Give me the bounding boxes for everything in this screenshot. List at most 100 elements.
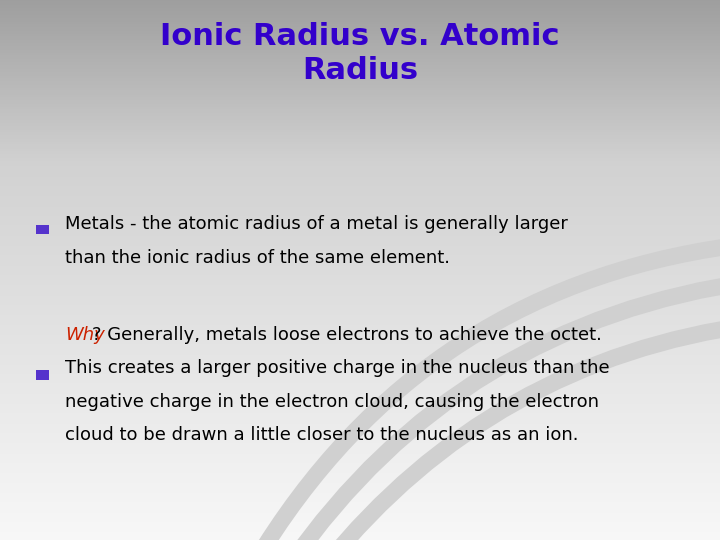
Bar xyxy=(0,85,720,86)
Bar xyxy=(0,131,720,132)
Bar xyxy=(0,298,720,300)
Bar xyxy=(0,415,720,416)
Bar xyxy=(0,395,720,397)
Bar xyxy=(0,467,720,469)
Bar xyxy=(0,173,720,174)
Bar xyxy=(0,71,720,73)
Bar xyxy=(0,339,720,340)
Bar xyxy=(0,446,720,447)
Bar xyxy=(0,205,720,206)
Bar xyxy=(0,224,720,226)
Bar xyxy=(0,134,720,135)
Bar xyxy=(0,256,720,258)
Bar xyxy=(0,313,720,314)
Bar xyxy=(0,404,720,405)
Bar xyxy=(0,516,720,517)
Bar xyxy=(0,249,720,251)
Bar xyxy=(0,505,720,507)
Bar xyxy=(0,76,720,77)
Bar xyxy=(0,258,720,259)
Bar xyxy=(0,320,720,321)
Bar xyxy=(0,40,720,42)
Bar xyxy=(0,440,720,442)
Bar xyxy=(0,17,720,19)
Bar xyxy=(0,167,720,168)
Bar xyxy=(0,36,720,38)
Bar xyxy=(0,197,720,198)
Bar xyxy=(0,303,720,305)
Bar xyxy=(0,266,720,267)
Bar xyxy=(0,373,720,374)
Bar xyxy=(0,314,720,316)
Bar xyxy=(0,301,720,302)
Bar xyxy=(0,186,720,187)
Bar xyxy=(0,151,720,152)
Bar xyxy=(0,152,720,154)
Bar xyxy=(0,130,720,131)
Bar xyxy=(0,372,720,373)
Bar xyxy=(0,201,720,202)
Bar xyxy=(0,325,720,327)
Bar xyxy=(0,233,720,235)
Bar xyxy=(0,172,720,173)
Bar xyxy=(0,393,720,394)
Bar xyxy=(0,69,720,70)
Bar xyxy=(0,346,720,347)
Bar xyxy=(0,28,720,30)
Bar xyxy=(0,485,720,486)
Text: Ionic Radius vs. Atomic
Radius: Ionic Radius vs. Atomic Radius xyxy=(161,22,559,85)
Bar xyxy=(0,138,720,139)
Bar xyxy=(0,321,720,322)
Bar xyxy=(0,483,720,485)
Bar xyxy=(0,219,720,220)
Bar xyxy=(0,438,720,440)
Bar xyxy=(0,456,720,458)
Bar xyxy=(0,154,720,156)
Bar xyxy=(0,209,720,211)
Bar xyxy=(0,503,720,505)
Bar xyxy=(0,388,720,389)
Bar xyxy=(0,124,720,126)
Bar xyxy=(0,390,720,392)
Bar xyxy=(0,350,720,351)
Bar xyxy=(0,491,720,492)
Bar xyxy=(0,45,720,46)
Bar xyxy=(0,443,720,444)
Bar xyxy=(0,206,720,208)
Bar xyxy=(0,58,720,59)
Bar xyxy=(0,150,720,151)
Bar xyxy=(0,413,720,415)
Bar xyxy=(0,59,720,60)
Bar xyxy=(0,389,720,390)
Bar xyxy=(0,9,720,11)
Bar xyxy=(0,324,720,325)
Bar xyxy=(0,14,720,15)
Bar xyxy=(0,328,720,329)
Bar xyxy=(0,418,720,420)
Bar xyxy=(0,377,720,378)
Bar xyxy=(0,400,720,401)
Bar xyxy=(0,111,720,112)
Bar xyxy=(0,496,720,497)
Bar xyxy=(0,235,720,237)
Bar xyxy=(0,62,720,63)
Bar xyxy=(0,535,720,536)
Bar xyxy=(0,459,720,460)
Bar xyxy=(0,237,720,238)
Bar xyxy=(0,20,720,22)
Bar xyxy=(0,166,720,167)
Bar xyxy=(0,139,720,140)
Bar xyxy=(0,383,720,384)
Bar xyxy=(0,273,720,274)
Bar xyxy=(0,35,720,36)
Bar xyxy=(0,15,720,16)
Bar xyxy=(0,54,720,56)
Bar xyxy=(0,530,720,532)
Text: ? Generally, metals loose electrons to achieve the octet.: ? Generally, metals loose electrons to a… xyxy=(92,326,602,344)
Bar xyxy=(0,514,720,516)
Bar xyxy=(0,96,720,97)
Bar xyxy=(0,141,720,143)
Bar xyxy=(0,157,720,158)
Bar xyxy=(0,334,720,335)
Bar xyxy=(0,532,720,534)
